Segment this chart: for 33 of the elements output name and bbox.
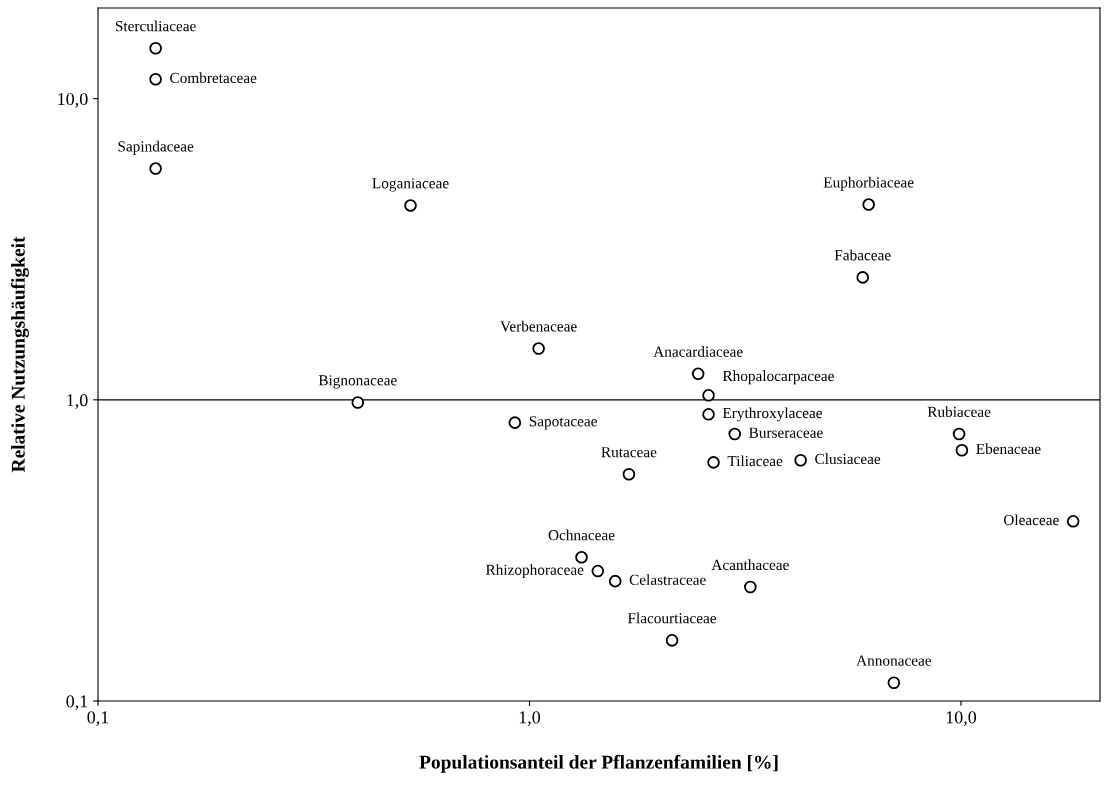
data-label: Verbenaceae — [500, 320, 577, 332]
y-axis-title: Relative Nutzungshäufigkeit — [10, 236, 29, 473]
data-label: Burseraceae — [749, 427, 823, 438]
x-tick-label: 10,0 — [946, 711, 977, 727]
data-label: Ochnaceae — [548, 529, 615, 541]
data-label: Clusiaceae — [815, 453, 881, 465]
x-tick-label: 0,1 — [87, 711, 109, 727]
data-label: Rhizophoraceae — [485, 564, 584, 579]
data-label: Anacardiaceae — [653, 346, 743, 357]
data-label: Combretaceae — [170, 72, 257, 84]
data-label: Sapotaceae — [529, 416, 597, 430]
y-tick-label: 1,0 — [67, 394, 88, 409]
x-tick-label: 1,0 — [519, 711, 541, 727]
data-label: Rhopalocarpaceae — [722, 370, 834, 385]
data-label: Flacourtiaceae — [627, 612, 717, 624]
data-label: Sapindaceae — [118, 140, 194, 155]
data-label: Tiliaceae — [727, 455, 783, 467]
data-label: Annonaceae — [856, 655, 932, 666]
data-label: Bignonaceae — [318, 375, 397, 389]
data-label: Rubiaceae — [927, 406, 991, 418]
data-label: Loganiaceae — [372, 178, 449, 192]
data-label: Erythroxylaceae — [722, 407, 822, 422]
data-label: Sterculiaceae — [115, 20, 196, 32]
data-label: Euphorbiaceae — [823, 176, 914, 191]
y-tick-label: 10,0 — [58, 92, 88, 108]
x-axis-title: Populationsanteil der Pflanzenfamilien [%] — [419, 754, 778, 773]
y-tick-label: 0,1 — [66, 695, 88, 711]
data-label: Acanthaceae — [711, 559, 789, 571]
data-label: Celastraceae — [629, 574, 706, 585]
data-label: Oleaceae — [1003, 514, 1059, 526]
data-label: Fabaceae — [834, 249, 891, 261]
data-label: Rutaceae — [601, 447, 657, 458]
data-label: Ebenaceae — [976, 443, 1041, 455]
